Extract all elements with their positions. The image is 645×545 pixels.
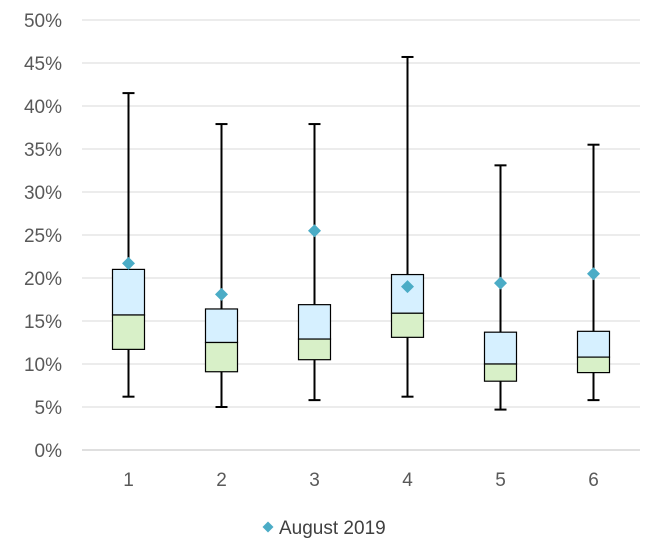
x-tick-label: 3 <box>309 470 320 491</box>
y-tick-label: 10% <box>24 355 62 376</box>
upper-box <box>483 331 518 365</box>
y-tick-label: 20% <box>24 269 62 290</box>
upper-box <box>204 308 239 344</box>
series-marker <box>494 276 507 290</box>
series-marker <box>401 280 414 294</box>
y-tick-label: 5% <box>35 398 63 419</box>
legend: August 2019 <box>262 518 386 539</box>
lower-box <box>204 341 239 373</box>
legend-marker-diamond-icon <box>262 521 274 533</box>
lower-box <box>390 312 425 338</box>
series-markers <box>122 224 600 301</box>
upper-box <box>111 268 146 316</box>
x-tick-label: 2 <box>216 470 227 491</box>
gridlines <box>82 19 640 451</box>
series-marker <box>587 267 600 281</box>
x-tick-label: 1 <box>123 470 134 491</box>
box-group-3 <box>297 123 332 402</box>
lower-box <box>576 356 611 374</box>
lower-box <box>111 314 146 350</box>
y-tick-label: 25% <box>24 226 62 247</box>
x-tick-label: 6 <box>588 470 599 491</box>
boxes <box>111 55 611 411</box>
x-axis-tick-labels: 1 2 3 4 5 6 <box>123 470 599 491</box>
y-tick-label: 40% <box>24 97 62 118</box>
upper-box <box>576 330 611 358</box>
box-group-5 <box>483 164 518 411</box>
series-marker <box>308 224 321 238</box>
series-marker <box>122 256 135 270</box>
box-group-1 <box>111 92 146 398</box>
y-tick-label: 50% <box>24 11 62 32</box>
lower-box <box>297 338 332 361</box>
y-tick-label: 45% <box>24 54 62 75</box>
y-axis-tick-labels: 0% 5% 10% 15% 20% 25% 30% 35% 40% 45% 50% <box>24 11 62 462</box>
y-tick-label: 15% <box>24 312 62 333</box>
box-group-4 <box>390 55 425 398</box>
lower-box <box>483 363 518 382</box>
box-group-2 <box>204 123 239 408</box>
upper-box <box>297 304 332 340</box>
legend-label: August 2019 <box>279 518 386 539</box>
y-tick-label: 30% <box>24 183 62 204</box>
series-marker <box>215 287 228 301</box>
x-tick-label: 4 <box>402 470 413 491</box>
box-group-6 <box>576 143 611 402</box>
y-tick-label: 35% <box>24 140 62 161</box>
y-tick-label: 0% <box>35 441 63 462</box>
x-tick-label: 5 <box>495 470 506 491</box>
